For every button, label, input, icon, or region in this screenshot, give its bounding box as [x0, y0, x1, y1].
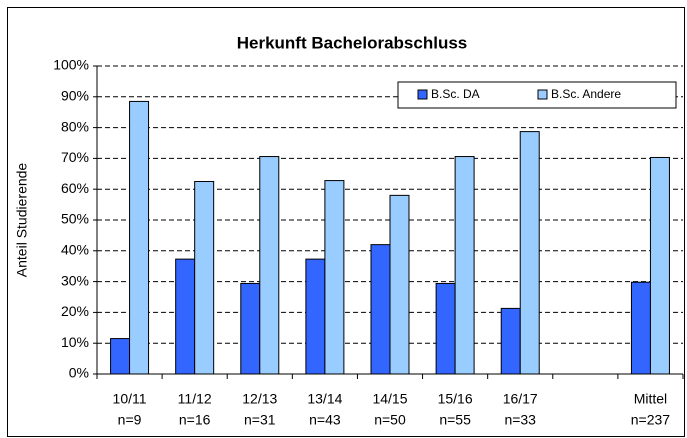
x-tick-label: 15/16 — [438, 391, 473, 407]
bar — [194, 181, 215, 375]
x-tick-note: n=50 — [374, 412, 406, 428]
y-tick-label: 80% — [61, 118, 89, 134]
legend-label: B.Sc. DA — [431, 87, 480, 101]
chart-frame — [7, 7, 685, 437]
x-tick-note: n=9 — [118, 412, 142, 428]
x-tick-label: 14/15 — [372, 391, 407, 407]
x-tick-note: n=16 — [179, 412, 211, 428]
bar — [259, 156, 280, 375]
bar — [454, 156, 475, 375]
y-tick-label: 20% — [61, 303, 89, 319]
bar — [129, 100, 150, 375]
bar — [175, 258, 196, 375]
x-tick-note: n=31 — [244, 412, 276, 428]
bar — [519, 131, 540, 375]
bar — [370, 244, 391, 375]
y-tick-label: 100% — [53, 57, 89, 73]
legend-swatch — [537, 89, 548, 100]
bar — [305, 258, 326, 375]
chart-title: Herkunft Bachelorabschluss — [237, 33, 468, 52]
bar — [435, 282, 456, 375]
y-tick-label: 70% — [61, 149, 89, 165]
x-tick-label: Mittel — [634, 391, 667, 407]
y-tick-label: 50% — [61, 211, 89, 227]
legend-swatch — [417, 89, 428, 100]
y-tick-label: 30% — [61, 272, 89, 288]
bar — [324, 180, 345, 375]
x-tick-label: 10/11 — [113, 391, 147, 407]
x-tick-label: 16/17 — [503, 391, 538, 407]
x-tick-note: n=237 — [631, 412, 671, 428]
bar — [110, 338, 131, 375]
bar — [240, 282, 261, 375]
bar — [630, 281, 651, 375]
bar — [649, 156, 670, 375]
y-tick-label: 10% — [61, 334, 89, 350]
x-tick-label: 11/12 — [178, 391, 212, 407]
y-tick-label: 60% — [61, 180, 89, 196]
y-tick-label: 40% — [61, 242, 89, 258]
legend-label: B.Sc. Andere — [551, 87, 621, 101]
x-tick-label: 13/14 — [307, 391, 342, 407]
legend-box — [397, 81, 677, 109]
y-axis-label: Anteil Studierende — [14, 163, 30, 278]
y-tick-label: 0% — [69, 365, 89, 381]
x-tick-label: 12/13 — [242, 391, 277, 407]
x-tick-note: n=33 — [504, 412, 536, 428]
bar — [389, 194, 410, 375]
y-tick-label: 90% — [61, 88, 89, 104]
x-tick-note: n=55 — [439, 412, 471, 428]
x-tick-note: n=43 — [309, 412, 341, 428]
bar — [500, 307, 521, 375]
